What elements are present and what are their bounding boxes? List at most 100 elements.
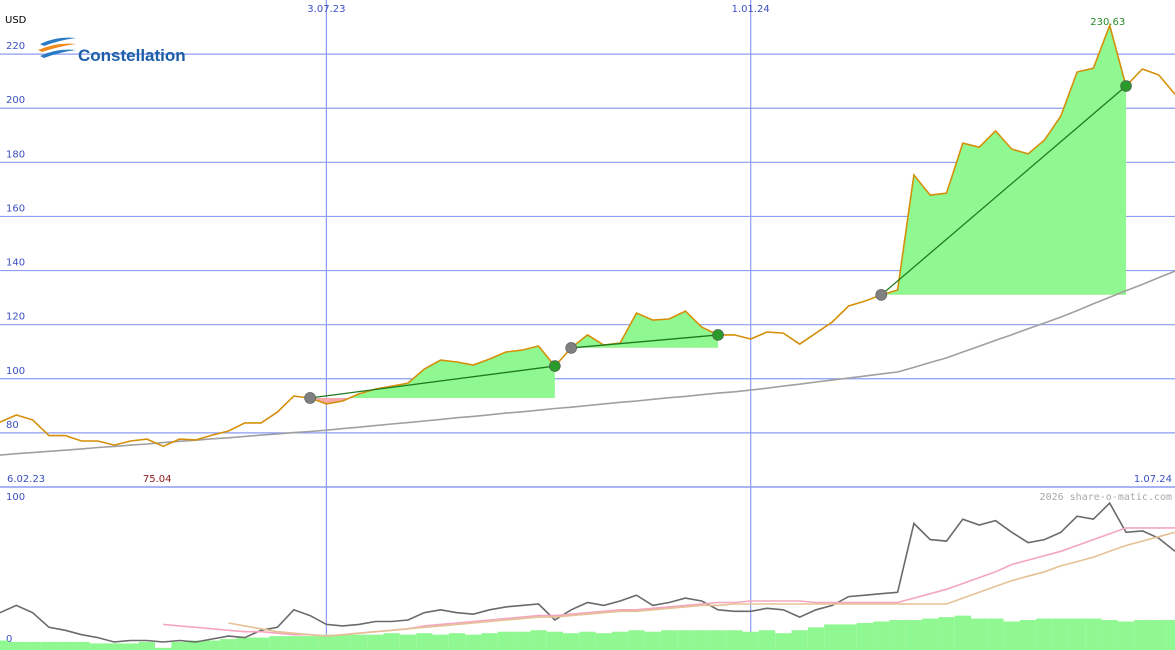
indicator-bar <box>987 618 1004 650</box>
indicator-bar <box>122 643 139 650</box>
indicator-bar <box>971 618 988 650</box>
indicator-bar <box>1068 618 1086 650</box>
indicator-bar <box>1117 621 1135 650</box>
indicator-bar <box>1052 618 1069 650</box>
y-tick-label: 80 <box>6 420 19 431</box>
logo: Constellation <box>38 37 186 65</box>
y-tick-label: 0 <box>6 634 12 645</box>
indicator-bar <box>1150 620 1167 650</box>
indicator-bar <box>1036 618 1053 650</box>
indicator-bar <box>138 641 156 650</box>
max-label: 230.63 <box>1090 17 1125 28</box>
indicator-bar <box>726 630 743 650</box>
y-tick-label: 160 <box>6 203 25 214</box>
indicator-bar <box>171 641 188 650</box>
x-tick-label: 6.02.23 <box>7 474 45 485</box>
y-tick-label: 200 <box>6 95 25 106</box>
y-tick-label: 220 <box>6 41 25 52</box>
indicator-bar <box>106 643 123 650</box>
exit-marker <box>1120 80 1132 92</box>
average-line <box>0 270 1175 456</box>
indicator-bar <box>644 631 661 650</box>
indicator-bar <box>416 633 433 650</box>
indicator-bar <box>758 630 776 650</box>
indicator-bar <box>383 633 400 650</box>
entry-marker <box>875 289 888 301</box>
y-tick-label: 100 <box>6 492 25 503</box>
trade-line <box>880 85 1127 296</box>
indicator-bar <box>1166 620 1175 650</box>
indicator-bar <box>236 637 253 650</box>
entry-marker <box>565 342 577 354</box>
x-tick-label: 1.07.24 <box>1134 474 1172 485</box>
indicator-bar <box>530 630 547 650</box>
y-axis-label: USD <box>5 15 27 26</box>
indicator-bar <box>693 630 710 650</box>
indicator-bar <box>1085 618 1102 650</box>
indicator-bar <box>1003 621 1020 650</box>
indicator-bar <box>775 633 792 650</box>
indicator-bar <box>155 647 172 650</box>
indicator-bar <box>285 636 302 650</box>
indicator-bar <box>807 627 825 650</box>
x-tick-label: 3.07.23 <box>307 4 345 15</box>
indicator-bar <box>873 621 890 650</box>
y-tick-label: 180 <box>6 149 25 160</box>
indicator-bar <box>367 634 384 650</box>
indicator-bar <box>481 633 498 650</box>
indicator-bar <box>563 633 580 650</box>
indicator-bar <box>660 630 678 650</box>
indicator-bar <box>432 634 449 650</box>
watermark: 2026 share-o-matic.com <box>1040 492 1172 503</box>
indicator-bar <box>350 634 368 650</box>
indicator-bar <box>497 631 515 650</box>
indicator-bar <box>203 640 221 650</box>
indicator-bar <box>1101 620 1118 650</box>
indicator-bar <box>187 640 204 650</box>
trade-loss-area <box>310 397 555 404</box>
trade-gain-area <box>349 346 555 398</box>
indicator-bar <box>465 634 482 650</box>
logo-swoosh <box>40 37 76 46</box>
indicator-bar <box>938 617 955 650</box>
indicator-line <box>0 501 1175 643</box>
indicator-bar <box>546 631 564 650</box>
logo-swoosh <box>38 43 76 52</box>
indicator-line <box>163 527 1175 637</box>
indicator-bar <box>579 631 596 650</box>
indicator-bar <box>742 631 759 650</box>
indicator-bar <box>824 624 841 650</box>
price-line <box>0 22 1175 448</box>
indicator-bar <box>611 631 629 650</box>
indicator-bar <box>252 637 270 650</box>
indicator-bar <box>856 622 874 650</box>
trade-line <box>571 334 719 349</box>
indicator-bar <box>954 615 972 650</box>
indicator-bar <box>318 634 335 650</box>
indicator-bar <box>73 641 90 650</box>
y-tick-label: 100 <box>6 366 25 377</box>
indicator-bar <box>1019 620 1037 650</box>
indicator-bar <box>905 620 923 650</box>
logo-text: Constellation <box>78 46 186 65</box>
indicator-bar <box>269 636 286 650</box>
indicator-bar <box>0 640 9 650</box>
trade-gain-area <box>881 25 1126 295</box>
indicator-bar <box>628 630 645 650</box>
indicator-bar <box>24 641 41 650</box>
indicator-bar <box>8 641 25 650</box>
indicator-bar <box>399 634 417 650</box>
indicator-bar <box>89 643 107 650</box>
indicator-bar <box>334 634 351 650</box>
min-label: 75.04 <box>143 474 172 485</box>
y-tick-label: 120 <box>6 312 25 323</box>
indicator-bar <box>40 641 58 650</box>
indicator-line <box>228 531 1175 637</box>
y-tick-label: 140 <box>6 258 25 269</box>
exit-marker <box>549 360 561 372</box>
entry-marker <box>304 392 316 404</box>
indicator-bar <box>220 639 237 650</box>
indicator-bar <box>791 630 808 650</box>
